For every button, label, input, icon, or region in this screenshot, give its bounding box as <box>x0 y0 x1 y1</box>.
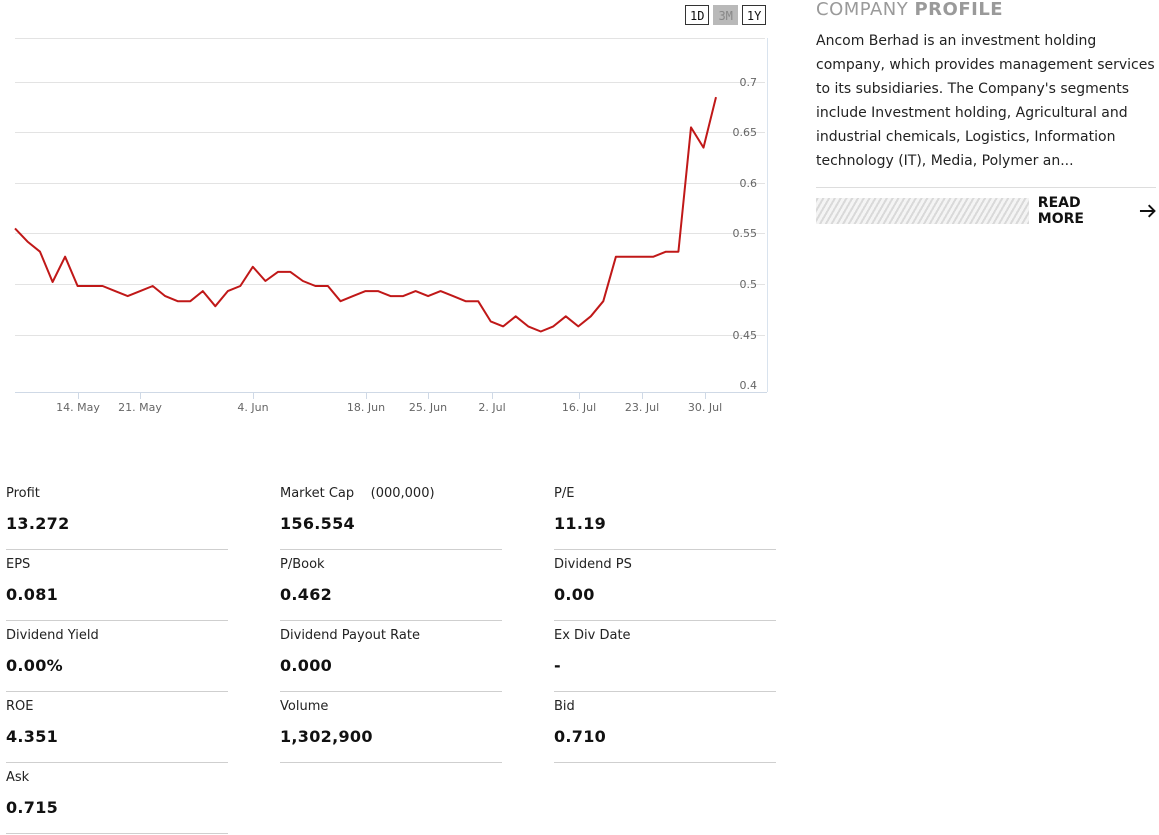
chart-y-tick-label: 0.45 <box>733 329 758 342</box>
stat-value: 13.272 <box>6 514 70 533</box>
stat-item: Dividend Yield 0.00% <box>6 620 228 692</box>
stat-label: Dividend Yield <box>6 628 99 643</box>
chart-x-tick-label: 18. Jun <box>347 401 385 414</box>
hatch-decoration <box>816 198 1029 224</box>
stat-label: Bid <box>554 699 575 714</box>
stat-value: 0.710 <box>554 727 607 746</box>
stat-label: P/Book <box>280 557 325 572</box>
chart-y-tick-label: 0.6 <box>740 177 758 190</box>
chart-x-tick-label: 23. Jul <box>625 401 659 414</box>
stat-value: - <box>554 656 561 675</box>
chart-x-tick-label: 4. Jun <box>237 401 268 414</box>
stat-label: Ex Div Date <box>554 628 631 643</box>
arrow-right-icon <box>1139 204 1156 218</box>
read-more-label: READ MORE <box>1037 195 1084 227</box>
stat-item: Dividend Payout Rate 0.000 <box>280 620 502 692</box>
range-3m-button[interactable]: 3M <box>713 5 738 25</box>
profile-divider <box>816 187 1156 188</box>
stat-label: Ask <box>6 770 30 785</box>
chart-y-tick-label: 0.7 <box>740 76 758 89</box>
range-1d-button[interactable]: 1D <box>685 5 710 25</box>
range-selector: 1D 3M 1Y <box>685 5 767 25</box>
stat-item: Ask 0.715 <box>6 762 228 834</box>
chart-price-line <box>14 96 717 333</box>
stat-label: P/E <box>554 486 575 501</box>
read-more-link[interactable]: READ MORE <box>816 195 1156 227</box>
stat-item: Dividend PS 0.00 <box>554 549 776 621</box>
chart-x-tick-label: 30. Jul <box>688 401 722 414</box>
stat-item: Market Cap (000,000) 156.554 <box>280 478 502 550</box>
chart-y-tick-label: 0.5 <box>740 278 758 291</box>
stat-item: P/Book 0.462 <box>280 549 502 621</box>
stat-value: 0.462 <box>280 585 333 604</box>
stat-value: 4.351 <box>6 727 59 746</box>
profile-title-light: COMPANY <box>816 0 909 20</box>
stat-item: ROE 4.351 <box>6 691 228 763</box>
stat-item: Volume 1,302,900 <box>280 691 502 763</box>
stat-item: Ex Div Date - <box>554 620 776 692</box>
price-chart: 0.7 0.65 0.6 0.55 0.5 0.45 0.4 14. May 21. May 4.… <box>14 38 768 414</box>
profile-description: Ancom Berhad is an investment holding co… <box>816 33 1155 169</box>
chart-y-tick-label: 0.4 <box>740 379 758 392</box>
stat-value: 11.19 <box>554 514 607 533</box>
chart-x-tick-label: 21. May <box>118 401 162 414</box>
chart-x-tick-label: 14. May <box>56 401 100 414</box>
chart-y-tick-label: 0.65 <box>733 126 758 139</box>
stat-item: Profit 13.272 <box>6 478 228 550</box>
stat-value: 0.00% <box>6 656 64 675</box>
stat-value: 156.554 <box>280 514 355 533</box>
stat-value: 0.000 <box>280 656 333 675</box>
stat-item: P/E 11.19 <box>554 478 776 550</box>
profile-title-bold: PROFILE <box>914 0 1004 20</box>
profile-title: COMPANY PROFILE <box>816 0 1156 22</box>
stat-item: Bid 0.710 <box>554 691 776 763</box>
company-profile: COMPANY PROFILE Ancom Berhad is an inves… <box>816 0 1156 227</box>
stat-label: EPS <box>6 557 31 572</box>
stat-value: 0.715 <box>6 798 59 817</box>
stat-label: Market Cap (000,000) <box>280 486 435 501</box>
stat-label: Profit <box>6 486 40 501</box>
stat-label: Volume <box>280 699 329 714</box>
chart-x-tick-label: 2. Jul <box>478 401 505 414</box>
range-1y-button[interactable]: 1Y <box>741 5 767 25</box>
stat-value: 0.081 <box>6 585 59 604</box>
chart-x-tick-label: 25. Jun <box>409 401 447 414</box>
stat-label: ROE <box>6 699 34 714</box>
stat-value: 1,302,900 <box>280 727 373 746</box>
stat-label: Dividend PS <box>554 557 632 572</box>
stat-label: Dividend Payout Rate <box>280 628 420 643</box>
chart-x-tick-label: 16. Jul <box>562 401 596 414</box>
chart-y-tick-label: 0.55 <box>733 227 758 240</box>
stat-item: EPS 0.081 <box>6 549 228 621</box>
stat-value: 0.00 <box>554 585 595 604</box>
